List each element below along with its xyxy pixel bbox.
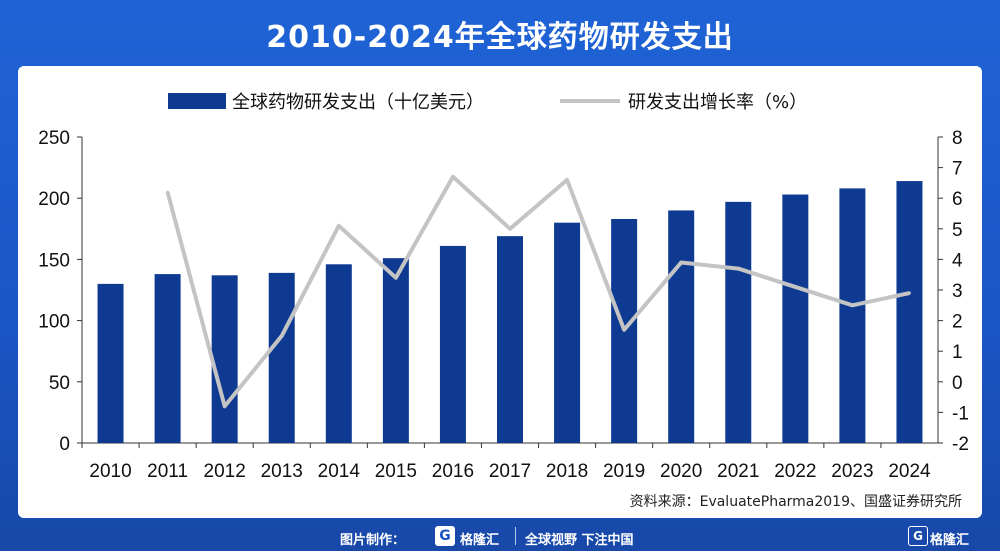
- source-note: 资料来源：EvaluatePharma2019、国盛证券研究所: [630, 494, 962, 510]
- bar-2016: [439, 245, 466, 443]
- growth-rate-point: [736, 267, 740, 271]
- x-tick-label: 2022: [774, 461, 816, 482]
- legend-label-line: 研发支出增长率（%）: [628, 92, 807, 113]
- right-axis-tick-label: 7: [952, 159, 963, 180]
- growth-rate-point: [793, 285, 797, 289]
- bar-2014: [325, 264, 352, 443]
- x-tick-label: 2019: [603, 461, 645, 482]
- growth-rate-point: [166, 190, 170, 194]
- right-axis-tick-label: 2: [952, 312, 963, 333]
- footer-slogan: 全球视野 下注中国: [525, 533, 634, 548]
- x-tick-label: 2023: [831, 461, 873, 482]
- bar-2010: [97, 283, 124, 443]
- growth-rate-point: [337, 224, 341, 228]
- bar-2015: [382, 258, 409, 443]
- right-axis-tick-label: 6: [952, 189, 963, 210]
- x-tick-label: 2016: [432, 461, 474, 482]
- brand-logo-icon-right: G: [908, 526, 928, 546]
- right-axis-tick-label: 1: [952, 342, 963, 363]
- bar-2022: [782, 194, 809, 443]
- growth-rate-point: [622, 328, 626, 332]
- growth-rate-point: [850, 303, 854, 307]
- left-axis-tick-label: 50: [49, 373, 70, 394]
- bar-2024: [896, 181, 923, 443]
- growth-rate-point: [223, 404, 227, 408]
- x-tick-label: 2018: [546, 461, 588, 482]
- left-axis-tick-label: 100: [38, 312, 70, 333]
- x-tick-label: 2020: [660, 461, 702, 482]
- x-tick-label: 2011: [147, 461, 188, 482]
- x-tick-label: 2017: [489, 461, 531, 482]
- growth-rate-point: [280, 334, 284, 338]
- legend-label-bar: 全球药物研发支出（十亿美元）: [232, 92, 484, 113]
- x-tick-label: 2012: [204, 461, 246, 482]
- right-axis-tick-label: 8: [952, 128, 963, 149]
- footer-made-by: 图片制作：: [340, 533, 406, 548]
- growth-rate-point: [394, 276, 398, 280]
- left-axis-tick-label: 250: [38, 128, 70, 149]
- footer-divider: [515, 527, 516, 545]
- growth-rate-point: [679, 260, 683, 264]
- chart-title: 2010-2024年全球药物研发支出: [266, 20, 734, 55]
- x-tick-label: 2013: [261, 461, 303, 482]
- growth-rate-point: [451, 175, 455, 179]
- left-axis-tick-label: 0: [59, 434, 70, 455]
- right-axis-tick-label: 0: [952, 373, 963, 394]
- x-tick-label: 2015: [375, 461, 417, 482]
- left-axis-tick-label: 200: [38, 189, 70, 210]
- bar-2013: [268, 272, 295, 443]
- right-axis-tick-label: -1: [952, 403, 969, 424]
- right-axis-tick-label: 5: [952, 220, 963, 241]
- x-tick-label: 2010: [89, 461, 131, 482]
- right-axis-tick-label: 3: [952, 281, 963, 302]
- brand-logo-icon: G: [435, 526, 455, 546]
- x-tick-label: 2014: [318, 461, 361, 482]
- bar-2017: [497, 236, 523, 443]
- growth-rate-point: [508, 227, 512, 231]
- x-tick-label: 2024: [888, 461, 931, 482]
- growth-rate-line: [165, 174, 910, 409]
- bar-2012: [211, 275, 238, 443]
- footer-brand: 格隆汇: [460, 533, 500, 548]
- legend-swatch-bar: [168, 93, 226, 109]
- bar-2011: [154, 274, 181, 443]
- left-axis-tick-label: 150: [38, 250, 70, 271]
- bar-2021: [725, 201, 752, 443]
- x-tick-label: 2021: [717, 461, 759, 482]
- bar-2018: [554, 222, 581, 443]
- footer-brand-right: 格隆汇: [930, 533, 970, 548]
- bar-2020: [668, 210, 695, 443]
- growth-rate-point: [565, 178, 569, 182]
- growth-rate-point: [907, 291, 911, 295]
- bar-2023: [839, 188, 866, 443]
- right-axis-tick-label: 4: [952, 250, 963, 271]
- footer-bar: 图片制作： G 格隆汇 全球视野 下注中国 G 格隆汇: [0, 521, 1000, 551]
- right-axis-tick-label: -2: [952, 434, 969, 455]
